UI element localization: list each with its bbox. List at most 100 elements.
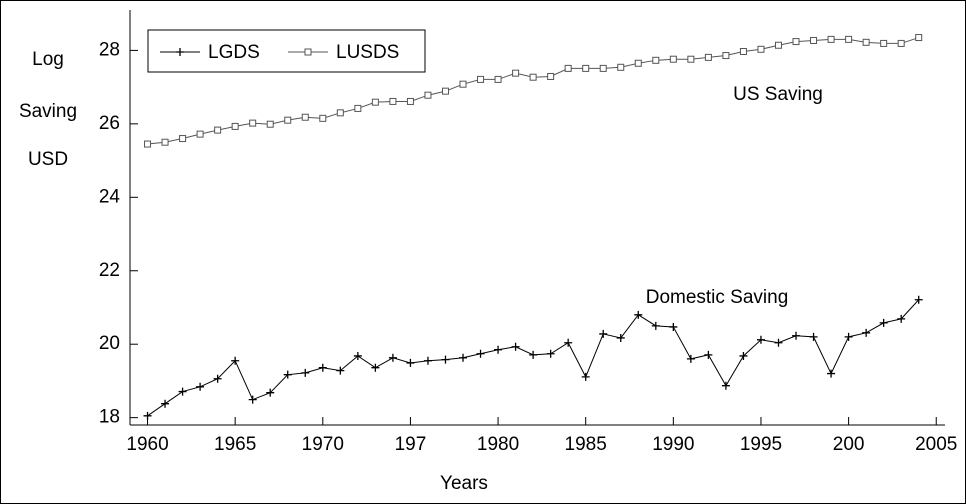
point (248, 395, 257, 404)
point (283, 370, 292, 379)
point (722, 52, 730, 60)
point (897, 39, 905, 47)
x-tick-label: 1990 (652, 434, 694, 455)
point (845, 35, 853, 43)
point (459, 353, 468, 362)
x-tick-label: 1985 (565, 434, 607, 455)
point (423, 356, 432, 365)
point (371, 363, 380, 372)
point (406, 358, 415, 367)
point (547, 72, 555, 80)
point (161, 138, 169, 146)
annotation: Domestic Saving (646, 287, 789, 308)
point (687, 55, 695, 63)
y-axis-label: Saving (19, 101, 77, 122)
point (774, 41, 782, 49)
x-tick-label: 197 (395, 434, 427, 455)
point (827, 369, 836, 378)
point (634, 59, 642, 67)
point (424, 91, 432, 99)
point (617, 63, 625, 71)
point (792, 38, 800, 46)
point (880, 39, 888, 47)
point (389, 97, 397, 105)
point (266, 120, 274, 128)
point (231, 122, 239, 130)
point (494, 75, 502, 83)
point (406, 97, 414, 105)
x-tick-label: 1960 (126, 434, 168, 455)
y-tick-label: 18 (99, 407, 120, 428)
point (214, 126, 222, 134)
x-tick-label: 1995 (740, 434, 782, 455)
point (599, 329, 608, 338)
point (897, 314, 906, 323)
point (564, 64, 572, 72)
point (196, 382, 205, 391)
point (353, 351, 362, 360)
point (844, 332, 853, 341)
point (669, 55, 677, 63)
x-tick-label: 2005 (915, 434, 957, 455)
point (196, 130, 204, 138)
point (914, 295, 923, 304)
point (546, 349, 555, 358)
point (477, 75, 485, 83)
y-tick-label: 24 (99, 186, 121, 207)
point (354, 104, 362, 112)
point (564, 338, 573, 347)
point (213, 374, 222, 383)
point (284, 116, 292, 124)
x-axis-label: Years (440, 473, 488, 494)
point (388, 353, 397, 362)
point (669, 322, 678, 331)
point (144, 140, 152, 148)
point (792, 331, 801, 340)
point (599, 64, 607, 72)
point (511, 342, 520, 351)
point (266, 388, 275, 397)
legend-marker (304, 48, 312, 56)
point (862, 38, 870, 46)
point (704, 350, 713, 359)
point (529, 350, 538, 359)
point (178, 387, 187, 396)
point (810, 36, 818, 44)
point (651, 321, 660, 330)
point (143, 411, 152, 420)
legend-label: LGDS (208, 42, 260, 63)
point (371, 98, 379, 106)
x-tick-label: 1970 (302, 434, 344, 455)
point (582, 64, 590, 72)
point (686, 354, 695, 363)
point (529, 73, 537, 81)
point (301, 368, 310, 377)
y-tick-label: 22 (99, 260, 120, 281)
point (494, 345, 503, 354)
legend-marker (176, 48, 184, 56)
legend-box (147, 29, 426, 73)
point (739, 48, 747, 55)
y-tick-label: 20 (99, 333, 120, 354)
point (581, 372, 590, 381)
y-tick-label: 26 (99, 113, 120, 134)
point (318, 363, 327, 372)
point (512, 69, 520, 77)
point (301, 113, 309, 121)
point (774, 338, 783, 347)
point (634, 310, 643, 319)
point (757, 45, 765, 53)
y-axis-label: USD (28, 149, 68, 170)
point (862, 328, 871, 337)
point (249, 119, 257, 127)
legend-label: LUSDS (336, 42, 399, 63)
point (616, 333, 625, 342)
point (915, 34, 923, 42)
point (704, 53, 712, 61)
point (721, 381, 730, 390)
x-tick-label: 1980 (477, 434, 519, 455)
x-tick-label: 1965 (214, 434, 256, 455)
